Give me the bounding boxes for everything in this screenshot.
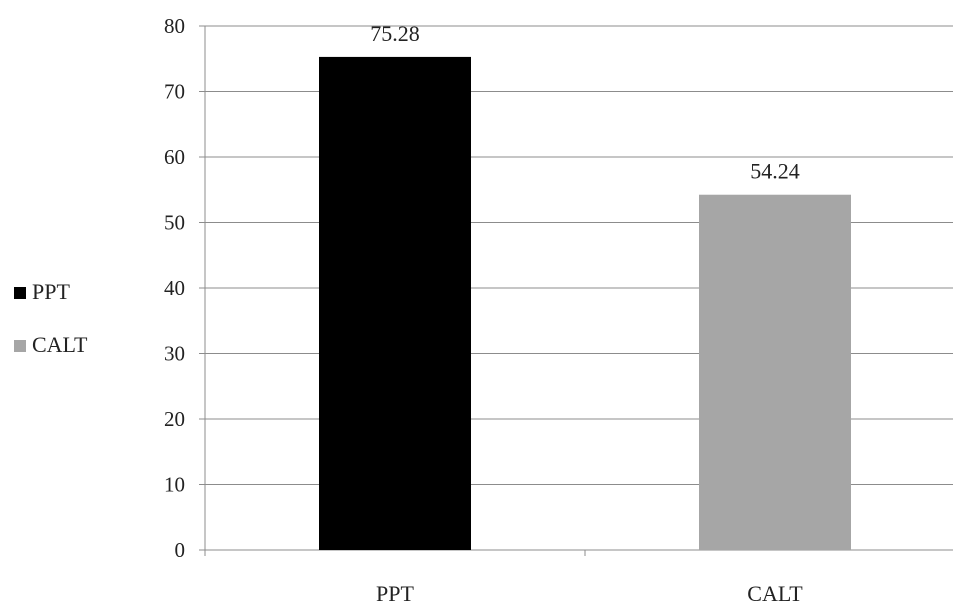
data-label: 75.28 bbox=[370, 21, 420, 46]
legend-label: PPT bbox=[32, 279, 70, 304]
y-tick-label: 50 bbox=[164, 211, 185, 235]
labels: 75.28 PPT 54.24 CALT bbox=[370, 21, 803, 606]
y-tick-label: 70 bbox=[164, 80, 185, 104]
y-tick-label: 10 bbox=[164, 473, 185, 497]
y-tick-label: 30 bbox=[164, 342, 185, 366]
bars bbox=[319, 56, 851, 550]
legend: PPT CALT bbox=[14, 279, 88, 357]
y-tick-label: 40 bbox=[164, 276, 185, 300]
y-tick-label: 20 bbox=[164, 407, 185, 431]
y-tick-label: 80 bbox=[164, 14, 185, 38]
y-tick-label: 60 bbox=[164, 145, 185, 169]
legend-swatch bbox=[14, 340, 26, 352]
bar-ppt bbox=[319, 56, 471, 550]
y-tick-label: 0 bbox=[175, 538, 186, 562]
x-tick-label: PPT bbox=[376, 581, 414, 606]
data-label: 54.24 bbox=[750, 159, 800, 184]
bar-calt bbox=[699, 194, 851, 550]
x-tick-label: CALT bbox=[747, 581, 803, 606]
legend-swatch bbox=[14, 287, 26, 299]
legend-label: CALT bbox=[32, 332, 88, 357]
